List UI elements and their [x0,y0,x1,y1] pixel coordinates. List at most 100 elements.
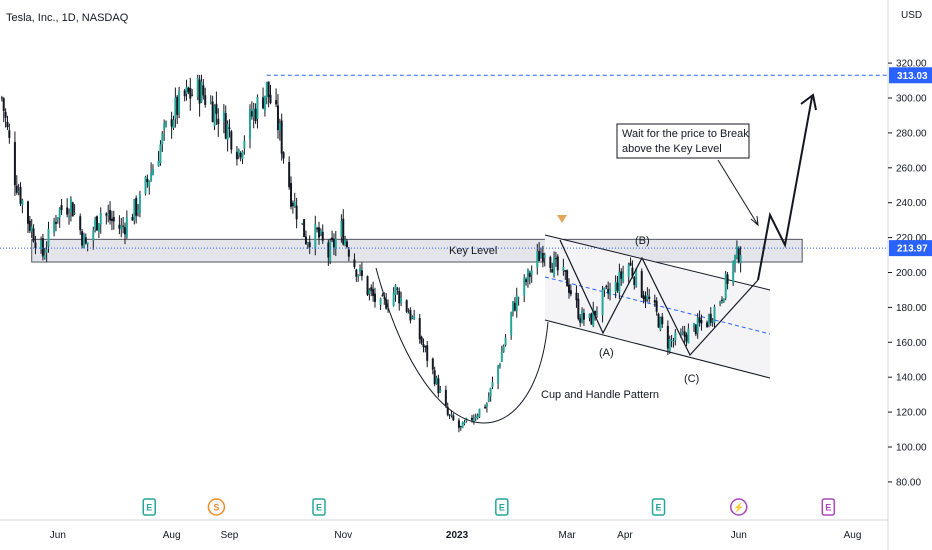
candle-body [131,216,134,221]
candle [170,111,173,139]
projection-path[interactable] [757,96,813,281]
event-marker-icon[interactable]: E [651,498,666,516]
candle-body [422,343,425,348]
candle [66,198,69,218]
candle-body [474,417,477,419]
candle [241,150,244,164]
candle [82,232,85,249]
candle-body [34,242,37,249]
candle [252,102,255,129]
candle [726,271,729,290]
candle [435,375,438,385]
candle [319,228,322,237]
candle [174,87,177,128]
candle [528,270,531,285]
candle-body [452,415,455,421]
candle [564,269,567,281]
candle-body [444,389,447,406]
candle-body [215,103,218,114]
candle-body [96,216,99,231]
candle [739,246,742,273]
y-axis[interactable]: 80.00 100.00 120.00 140.00 160.00 180.00 200.0… [887,0,932,550]
candle-body [594,310,597,316]
candle-body [344,239,347,245]
candle [633,275,636,290]
candle-body [653,300,656,303]
event-marker-icon[interactable]: ⚡ [730,498,748,516]
channel-mid-line[interactable] [544,276,771,335]
candle [250,101,253,120]
candle [618,263,621,300]
candle [146,174,149,188]
candle [105,212,108,225]
candle [53,217,56,237]
candle-body [86,242,89,245]
candle [263,95,266,117]
candle [334,230,337,257]
event-marker-icon[interactable]: E [495,498,509,516]
candle-body [633,277,636,285]
candle [0,95,3,102]
candle-body [291,202,294,207]
candle [314,215,317,256]
candle-body [450,414,453,416]
candle [474,413,477,421]
candle [672,337,675,348]
candle-body [45,249,48,253]
candle [577,293,580,321]
candle [478,408,481,419]
key-level-zone[interactable] [31,238,803,263]
event-marker-icon[interactable]: E [312,498,326,516]
candle [8,123,11,144]
annotation-box [616,123,750,159]
candle [99,207,102,234]
candle [34,235,37,255]
candle-body [629,262,632,266]
candle-body [706,322,709,327]
candle-body [243,140,246,149]
candle [183,88,186,102]
candle [308,235,311,254]
candle-body [288,162,291,188]
candle-body [734,255,737,265]
candle [282,151,285,164]
candle [722,298,725,303]
event-marker-icon[interactable]: E [142,498,156,516]
event-symbol: E [656,503,662,513]
y-tick-label: 120.00 [896,408,927,419]
current-price-badge[interactable] [889,240,932,257]
candle-body [345,241,348,247]
candle [86,242,89,252]
candle [554,251,557,267]
candle [510,311,513,340]
abc-wave-line[interactable] [559,239,759,357]
candle [413,309,416,321]
event-marker-icon[interactable]: E [821,498,836,516]
candle-body [308,242,311,248]
candle [144,175,147,196]
cup-curve[interactable] [375,267,549,424]
candle [248,104,251,149]
candle [222,104,225,134]
candle-body [239,152,242,158]
candle [603,287,606,297]
candle-body [54,221,57,224]
resistance-price-badge[interactable] [889,67,932,84]
channel-lower-line[interactable] [544,319,771,379]
annotation-pointer [717,159,759,226]
candle [30,219,33,238]
candle [485,402,488,413]
event-marker-icon[interactable]: S [207,498,226,516]
candle-body [0,97,3,99]
candle [734,254,737,273]
candle [32,224,35,243]
candle-body [540,253,543,258]
candle [392,287,395,307]
candle-body [334,238,337,249]
candle [655,297,658,316]
candle [276,94,279,139]
candle-body [575,292,578,301]
candle [327,239,330,266]
candle [135,195,138,224]
